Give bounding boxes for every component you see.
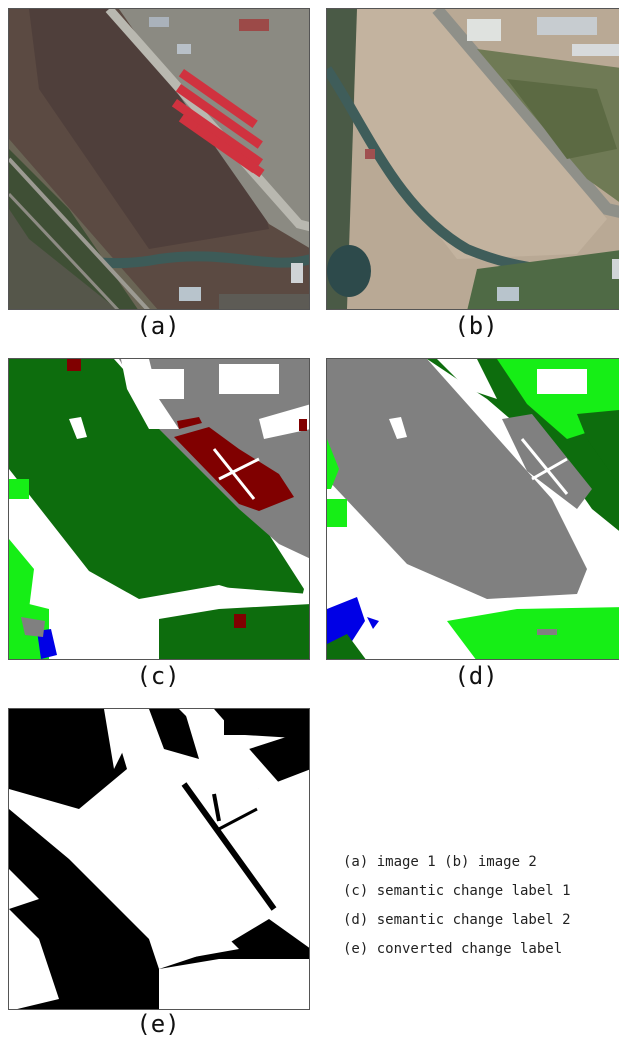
legend-line-1: (a) image 1 (b) image 2 bbox=[343, 854, 537, 870]
semantic-label-2-panel bbox=[326, 358, 619, 660]
legend-line-2: (c) semantic change label 1 bbox=[343, 883, 571, 899]
caption-b: (b) bbox=[454, 312, 498, 340]
legend-line-4: (e) converted change label bbox=[343, 941, 563, 957]
aerial-image-2 bbox=[327, 9, 619, 309]
legend: (a) image 1 (b) image 2 (c) semantic cha… bbox=[343, 848, 571, 964]
image-1-panel bbox=[8, 8, 310, 310]
semantic-change-label-2 bbox=[327, 359, 619, 659]
change-label-panel bbox=[8, 708, 310, 1010]
semantic-label-1-panel bbox=[8, 358, 310, 660]
caption-d: (d) bbox=[454, 662, 498, 690]
aerial-image-1 bbox=[9, 9, 309, 309]
caption-c: (c) bbox=[136, 662, 180, 690]
caption-a: (a) bbox=[136, 312, 180, 340]
converted-change-label bbox=[9, 709, 309, 1009]
caption-e: (e) bbox=[136, 1010, 180, 1038]
image-2-panel bbox=[326, 8, 619, 310]
legend-line-3: (d) semantic change label 2 bbox=[343, 912, 571, 928]
semantic-change-label-1 bbox=[9, 359, 309, 659]
